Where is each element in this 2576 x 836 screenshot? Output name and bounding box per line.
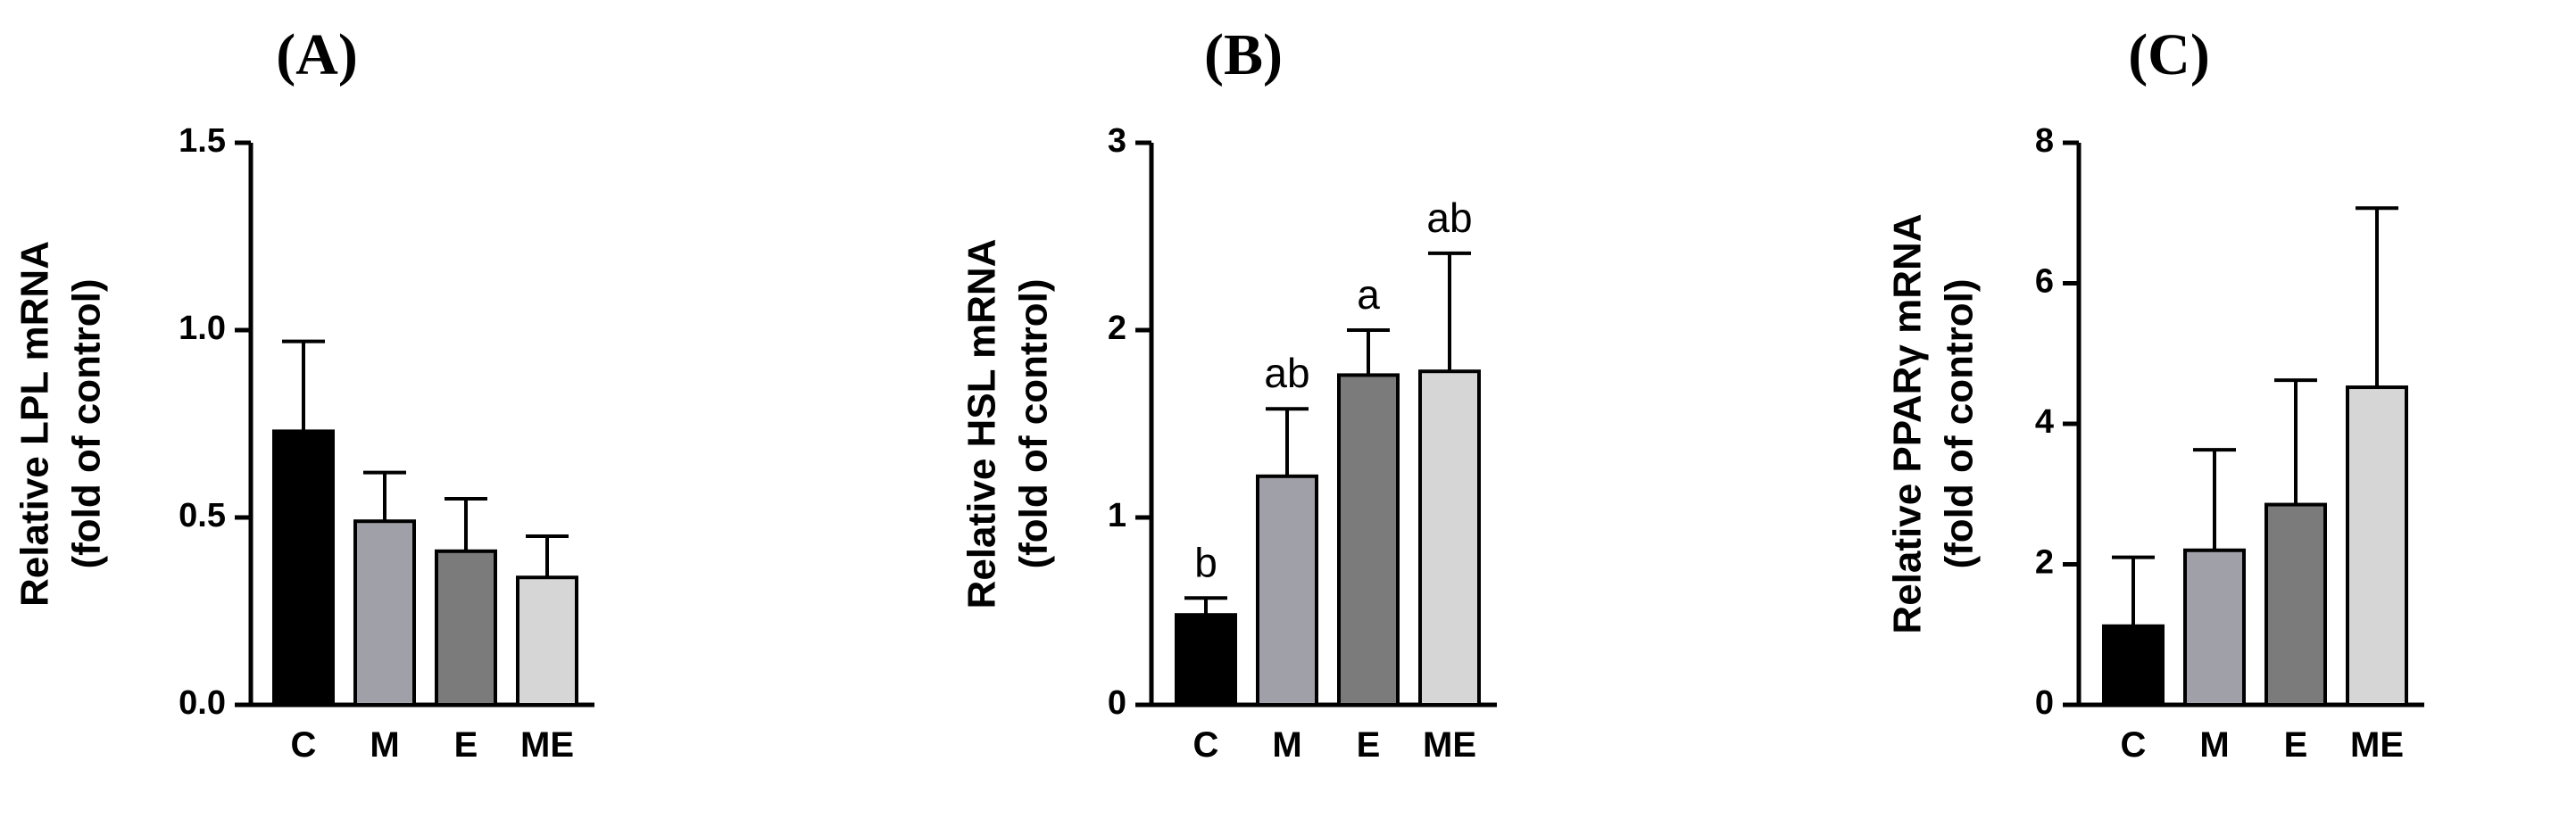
y-tick-label: 4	[2035, 403, 2054, 441]
x-tick-label: C	[1193, 725, 1219, 765]
y-axis-label-line1: Relative LPL mRNA	[13, 241, 57, 607]
x-tick-label: C	[2121, 725, 2147, 765]
x-tick-label: M	[1272, 725, 1301, 765]
significance-letter: a	[1357, 271, 1380, 318]
bar-me	[516, 575, 578, 708]
y-tick-label: 1.0	[179, 310, 226, 347]
x-tick-label: E	[2284, 725, 2308, 765]
y-tick-label: 2	[2035, 544, 2054, 582]
bar-m	[2183, 548, 2246, 707]
x-tick-label: ME	[1423, 725, 1476, 765]
panel-letter: (A)	[276, 22, 358, 87]
significance-letter: b	[1194, 539, 1217, 585]
bar-c	[1175, 613, 1237, 708]
y-tick-label: 0.0	[179, 684, 226, 722]
y-axis-label-line2: (fold of control)	[65, 278, 109, 568]
panel-letter: (C)	[2128, 22, 2210, 87]
y-tick-label: 1	[1108, 497, 1126, 534]
y-tick-label: 8	[2035, 122, 2054, 160]
y-tick-label: 3	[1108, 122, 1126, 160]
significance-letter: ab	[1264, 350, 1309, 396]
bar-e	[435, 549, 497, 707]
y-tick-label: 0.5	[179, 497, 226, 534]
significance-letter: ab	[1426, 195, 1472, 241]
y-tick-label: 0	[2035, 684, 2054, 722]
y-tick-label: 6	[2035, 263, 2054, 301]
x-tick-label: ME	[520, 725, 574, 765]
bar-m	[1256, 474, 1318, 707]
bar-e	[2264, 502, 2327, 707]
x-tick-label: ME	[2350, 725, 2404, 765]
bar-me	[1418, 369, 1481, 707]
bar-e	[1337, 373, 1400, 707]
x-tick-label: C	[291, 725, 317, 765]
bar-c	[2102, 624, 2165, 707]
x-tick-label: M	[370, 725, 399, 765]
y-axis-label-line1: Relative PPARγ mRNA	[1886, 213, 1930, 633]
x-tick-label: M	[2199, 725, 2229, 765]
x-tick-label: E	[454, 725, 478, 765]
panel-letter: (B)	[1204, 22, 1283, 87]
y-tick-label: 2	[1108, 310, 1126, 347]
y-tick-label: 0	[1108, 684, 1126, 722]
bar-m	[353, 519, 416, 708]
bar-me	[2346, 385, 2408, 707]
y-tick-label: 1.5	[179, 122, 226, 160]
bar-c	[272, 429, 335, 707]
x-tick-label: E	[1357, 725, 1381, 765]
y-axis-label-line2: (fold of control)	[1012, 278, 1056, 568]
y-axis-label-line2: (fold of control)	[1938, 278, 1982, 568]
y-axis-label-line1: Relative HSL mRNA	[960, 239, 1004, 609]
